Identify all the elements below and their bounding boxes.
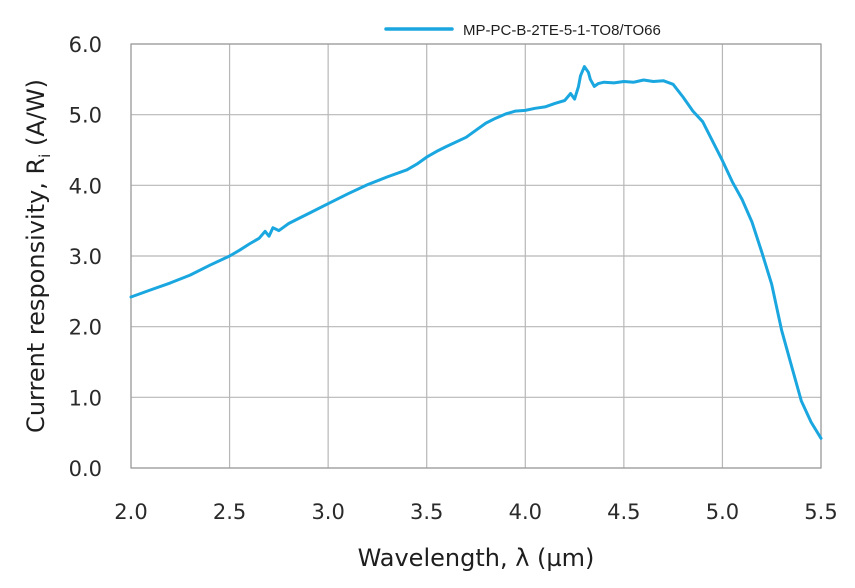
- series-line: [129, 65, 823, 440]
- y-tick-label: 0.0: [69, 457, 102, 481]
- legend-label: MP-PC-B-2TE-5-1-TO8/TO66: [463, 22, 661, 39]
- x-tick-label: 2.5: [213, 500, 246, 524]
- y-tick-label: 5.0: [69, 104, 102, 128]
- grid-layer: [130, 43, 822, 469]
- x-tick-label: 5.5: [804, 500, 837, 524]
- tick-labels: 2.0 2.5 3.0 3.5 4.0 4.5 5.0 5.5 0.0 1.0 2.0 3.0 4.0 5…: [69, 33, 838, 524]
- x-tick-label: 3.5: [410, 500, 443, 524]
- x-axis-label: Wavelength, λ (µm): [358, 544, 595, 572]
- y-tick-label: 6.0: [69, 33, 102, 57]
- y-tick-label: 4.0: [69, 174, 102, 198]
- y-axis-label-subscript: i: [36, 154, 54, 158]
- x-tick-label: 4.0: [509, 500, 542, 524]
- x-tick-label: 5.0: [706, 500, 739, 524]
- y-tick-label: 1.0: [69, 386, 102, 410]
- y-axis-label: Current responsivity, Ri (A/W): [22, 79, 54, 433]
- plot-frame: [130, 43, 822, 469]
- x-tick-label: 3.0: [311, 500, 344, 524]
- y-axis-label-unit: (A/W): [22, 79, 50, 154]
- y-tick-label: 2.0: [69, 316, 102, 340]
- legend: MP-PC-B-2TE-5-1-TO8/TO66: [384, 22, 661, 39]
- x-tick-label: 4.5: [607, 500, 640, 524]
- series-layer: [129, 65, 823, 440]
- y-tick-label: 3.0: [69, 245, 102, 269]
- x-tick-label: 2.0: [114, 500, 147, 524]
- y-axis-label-main: Current responsivity, R: [22, 158, 50, 433]
